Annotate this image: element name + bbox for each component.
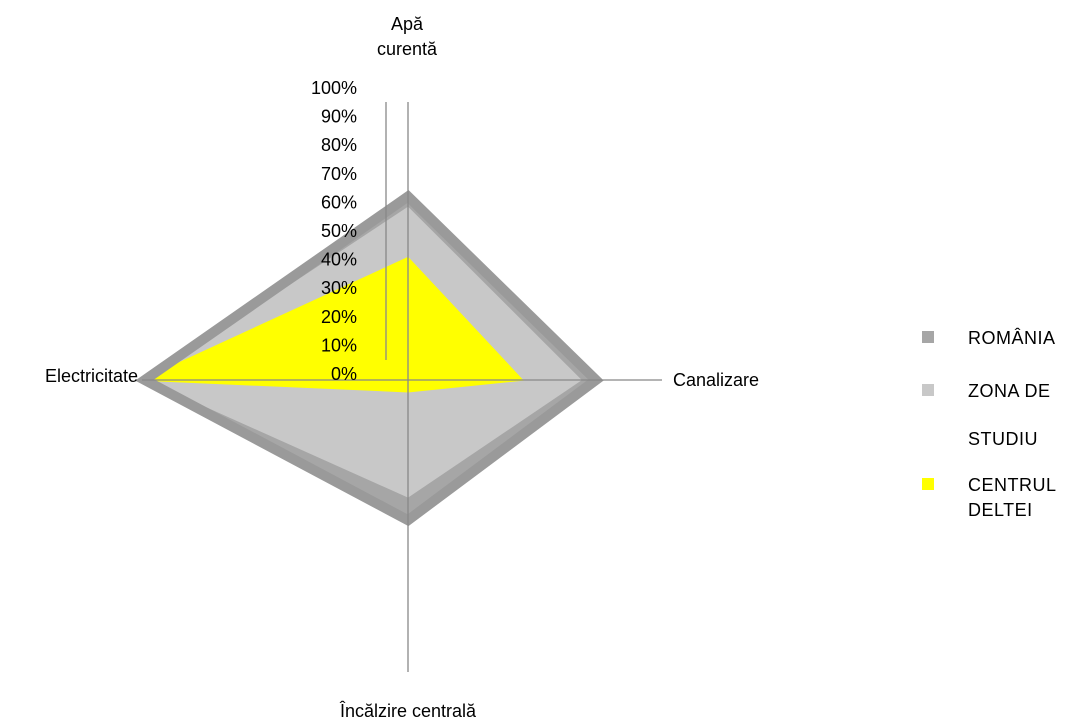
tick-label: 40% <box>321 250 357 270</box>
tick-label: 70% <box>321 164 357 184</box>
legend-swatch-centrul-deltei <box>922 478 934 490</box>
legend-label-romania: ROMÂNIA <box>968 328 1056 348</box>
tick-label: 0% <box>331 364 357 384</box>
axis-label-apa-curenta: Apă curentă <box>377 14 438 59</box>
legend-label-centrul-deltei: CENTRUL DELTEI <box>968 475 1057 520</box>
tick-label: 30% <box>321 278 357 298</box>
axis-label-electricitate: Electricitate <box>45 366 138 386</box>
axis-label-canalizare: Canalizare <box>673 370 759 390</box>
tick-label: 60% <box>321 192 357 212</box>
legend-label-zona-de-studiu: ZONA DE STUDIU <box>968 381 1051 449</box>
tick-label: 10% <box>321 335 357 355</box>
tick-label: 90% <box>321 107 357 127</box>
tick-label: 50% <box>321 221 357 241</box>
legend-swatch-romania <box>922 331 934 343</box>
tick-label: 80% <box>321 135 357 155</box>
legend-swatch-zona-de-studiu <box>922 384 934 396</box>
tick-label: 20% <box>321 307 357 327</box>
axis-label-incalzire-centrala: Încălzire centrală <box>339 701 477 721</box>
tick-label: 100% <box>311 78 357 98</box>
